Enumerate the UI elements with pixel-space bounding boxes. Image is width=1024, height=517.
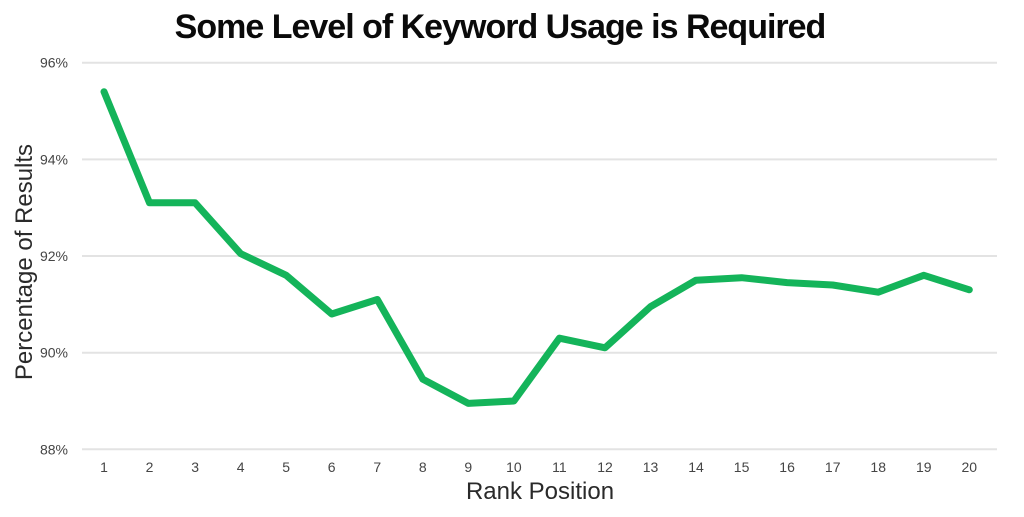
x-tick-label: 16 bbox=[779, 459, 795, 475]
x-tick-label: 12 bbox=[597, 459, 613, 475]
x-tick-label: 8 bbox=[419, 459, 427, 475]
x-tick-label: 11 bbox=[552, 459, 567, 475]
y-tick-label: 88% bbox=[40, 441, 68, 457]
x-tick-label: 15 bbox=[734, 459, 750, 475]
y-tick-label: 90% bbox=[40, 345, 68, 361]
x-tick-label: 17 bbox=[825, 459, 841, 475]
x-tick-label: 9 bbox=[464, 459, 472, 475]
x-tick-label: 1 bbox=[100, 459, 108, 475]
x-tick-label: 20 bbox=[962, 459, 978, 475]
x-tick-label: 2 bbox=[146, 459, 154, 475]
x-tick-label: 6 bbox=[328, 459, 336, 475]
x-tick-label: 3 bbox=[191, 459, 199, 475]
y-tick-label: 96% bbox=[40, 55, 68, 71]
x-axis-title: Rank Position bbox=[465, 478, 615, 505]
x-tick-label: 14 bbox=[688, 459, 704, 475]
x-tick-label: 10 bbox=[506, 459, 522, 475]
y-tick-label: 94% bbox=[40, 151, 68, 167]
data-line bbox=[100, 88, 973, 407]
x-tick-label: 13 bbox=[643, 459, 659, 475]
x-tick-label: 7 bbox=[373, 459, 381, 475]
y-tick-label: 92% bbox=[40, 248, 68, 264]
chart-title: Some Level of Keyword Usage is Required bbox=[174, 8, 827, 46]
x-tick-label: 4 bbox=[237, 459, 245, 475]
x-tick-label: 18 bbox=[870, 459, 886, 475]
x-tick-label: 19 bbox=[916, 459, 932, 475]
x-tick-label: 5 bbox=[282, 459, 290, 475]
